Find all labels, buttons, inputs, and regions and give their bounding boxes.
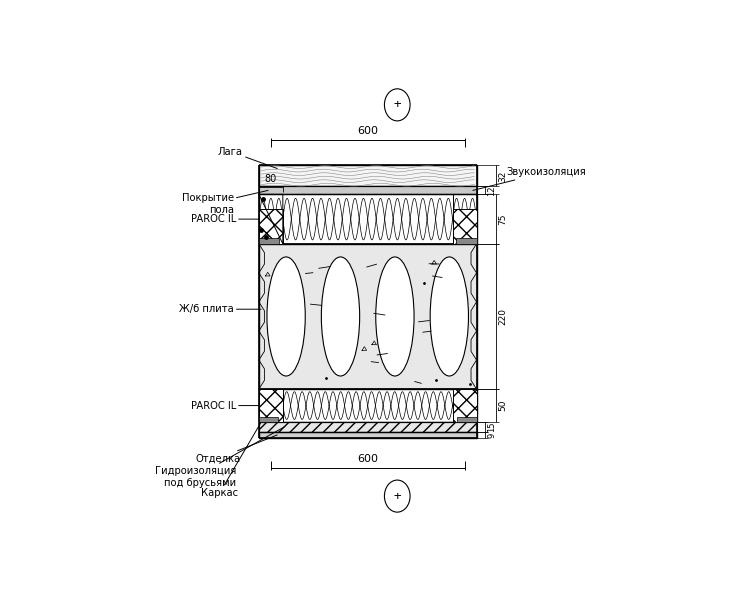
Text: 12: 12 xyxy=(487,185,496,196)
Text: 9: 9 xyxy=(487,433,496,437)
Text: 80: 80 xyxy=(265,174,277,184)
Ellipse shape xyxy=(321,257,360,376)
Text: 50: 50 xyxy=(499,400,508,411)
Bar xyxy=(456,238,477,244)
Ellipse shape xyxy=(430,257,469,376)
Text: Гидроизоляция
под брусьями: Гидроизоляция под брусьями xyxy=(155,427,284,488)
Text: 75: 75 xyxy=(499,214,508,225)
Bar xyxy=(259,165,477,186)
Text: PAROC IL: PAROC IL xyxy=(191,214,261,224)
Bar xyxy=(259,422,477,432)
Bar xyxy=(259,195,477,244)
Text: +: + xyxy=(394,98,401,111)
Bar xyxy=(259,389,283,422)
Bar xyxy=(259,432,477,438)
Text: +: + xyxy=(394,490,401,503)
Text: Лага: Лага xyxy=(218,146,277,168)
Text: 600: 600 xyxy=(357,127,379,136)
Ellipse shape xyxy=(376,257,414,376)
Text: Каркас: Каркас xyxy=(201,406,271,498)
Text: 220: 220 xyxy=(499,308,508,325)
Text: Покрытие
пола: Покрытие пола xyxy=(182,190,268,215)
Bar xyxy=(453,389,477,422)
Text: Ж/б плита: Ж/б плита xyxy=(179,304,261,314)
Bar xyxy=(457,417,477,422)
Bar xyxy=(259,417,278,422)
Bar xyxy=(453,209,477,244)
Bar xyxy=(259,244,477,389)
Text: 600: 600 xyxy=(357,454,379,464)
Text: Отделка: Отделка xyxy=(195,435,277,464)
Text: 32: 32 xyxy=(499,170,508,181)
Text: PAROC IL: PAROC IL xyxy=(191,400,264,411)
Bar xyxy=(259,209,283,244)
Text: Звукоизоляция: Звукоизоляция xyxy=(473,167,586,190)
Bar xyxy=(259,238,279,244)
Bar xyxy=(259,389,477,422)
Bar xyxy=(259,186,477,195)
Text: 15: 15 xyxy=(487,422,496,433)
Ellipse shape xyxy=(267,257,305,376)
